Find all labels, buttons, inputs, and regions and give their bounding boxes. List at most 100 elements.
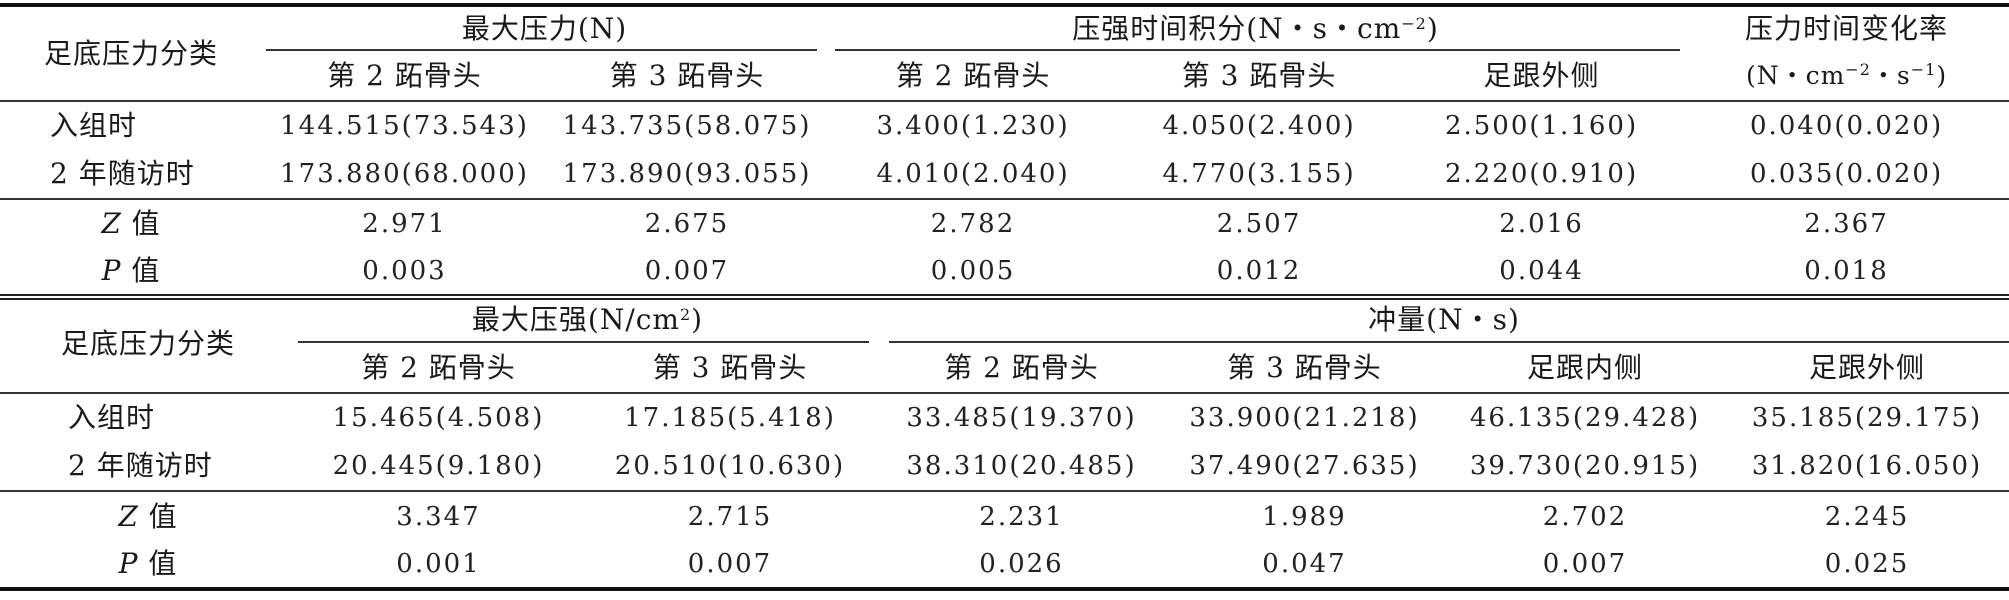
table-divider-double-rule [0,294,2009,300]
stat-symbol: Z [101,207,122,240]
table-cell: 173.890(93.055) [562,159,812,189]
subheader-cell: 第 2 跖骨头 [895,58,1051,92]
group-label-prefix: 压强时间积分(N・s・cm [1072,12,1402,45]
table-cell: 0.007 [1542,549,1628,579]
table-cell: 20.445(9.180) [332,450,545,481]
stat-suffix: 值 [121,207,161,240]
subheader-cell: 第 2 跖骨头 [361,350,516,384]
table-cell: 33.485(19.370) [906,402,1137,433]
table-cell: 0.025 [1824,549,1910,579]
table-row: Z 值 2.971 2.675 2.782 2.507 2.016 2.367 [0,199,2009,248]
subheader-cell: 第 3 跖骨头 [609,58,765,92]
table-cell: 2.231 [979,501,1064,532]
group-underline [298,341,869,343]
stat-symbol: P [118,547,139,580]
stat-symbol: Z [118,499,139,533]
subheader-cell: 第 3 跖骨头 [1227,350,1382,384]
table-cell: 0.007 [644,256,730,286]
table-cell: 2.016 [1499,209,1584,239]
rate-exponent-2: −1 [1910,60,1937,79]
table-cell: 35.185(29.175) [1751,402,1983,433]
table-cell: 0.026 [979,549,1064,579]
table-cell: 2.782 [930,209,1016,239]
table-cell: 2.220(0.910) [1444,159,1639,189]
table-cell: 39.730(20.915) [1469,450,1701,481]
subheader-cell: 第 3 跖骨头 [652,350,808,384]
category-header: 足底压力分类 [43,36,218,70]
table-cell: 2.507 [1216,209,1302,239]
table-row: 入组时 144.515(73.543) 143.735(58.075) 3.40… [0,101,2009,150]
row-label: P 值 [0,248,262,294]
table-row: 2 年随访时 20.445(9.180) 20.510(10.630) 38.3… [0,441,2009,491]
group-underline [835,49,1681,51]
row-label: P 值 [0,541,296,589]
table-cell: 4.050(2.400) [1162,111,1356,141]
table-cell: 2.971 [362,209,447,239]
group-label: 冲量(N・s) [1368,302,1520,336]
subheader-cell: 足跟外侧 [1483,58,1600,92]
stat-suffix: 值 [138,547,178,580]
subheader-cell: 第 3 跖骨头 [1181,58,1337,92]
table-cell: 4.770(3.155) [1162,159,1356,189]
group-label: 最大压力(N) [461,12,628,45]
group-header-rate-line1: 压力时间变化率 [1745,12,1949,45]
group-label-suffix: ) [691,302,704,336]
table-row: Z 值 3.347 2.715 2.231 1.989 2.702 2.245 [0,491,2009,541]
subheader-cell: 第 2 跖骨头 [944,350,1099,384]
group-header-max-pressure: 最大压强(N/cm2) [296,296,879,343]
plantar-pressure-table-bottom: 足底压力分类 最大压强(N/cm2) 冲量(N・s) 第 2 跖骨头 第 3 跖… [0,296,2009,591]
table-cell: 0.018 [1804,256,1889,286]
group-underline [889,341,2009,343]
table-cell: 3.400(1.230) [876,111,1070,141]
row-label: Z 值 [0,199,262,248]
table-cell: 1.989 [1262,501,1347,532]
table-cell: 2.367 [1804,209,1889,239]
table-cell: 0.007 [687,549,773,579]
row-label: 入组时 [50,109,138,142]
rate-suffix: ) [1936,61,1948,90]
row-label: 2 年随访时 [50,157,195,190]
table-row: 入组时 15.465(4.508) 17.185(5.418) 33.485(1… [0,393,2009,441]
group-label-exponent: −2 [1401,14,1427,33]
group-header-impulse: 冲量(N・s) [879,296,2009,343]
table-cell: 20.510(10.630) [614,450,846,481]
row-label: 2 年随访时 [68,448,213,482]
table-row: 2 年随访时 173.880(68.000) 173.890(93.055) 4… [0,150,2009,199]
subheader-cell: 足跟内侧 [1526,350,1643,384]
table-cell: 144.515(73.543) [280,111,529,141]
table-cell: 0.003 [362,256,447,286]
rate-prefix: (N・cm [1745,61,1846,90]
row-label: Z 值 [0,491,296,541]
subheader-cell: 足跟外侧 [1809,350,1926,384]
table-cell: 0.012 [1216,256,1302,286]
table-cell: 2.245 [1824,501,1910,532]
table-cell: 2.675 [644,209,730,239]
table-cell: 37.490(27.635) [1189,450,1420,481]
table-cell: 143.735(58.075) [562,111,812,141]
table-cell: 2.715 [687,501,773,532]
category-header: 足底压力分类 [60,327,235,360]
table-cell: 0.005 [930,256,1016,286]
table-cell: 46.135(29.428) [1469,402,1701,433]
table-cell: 2.702 [1542,501,1628,532]
plantar-pressure-table-top: 足底压力分类 最大压力(N) 压强时间积分(N・s・cm−2) 压力时间变化率 … [0,3,2009,294]
stat-suffix: 值 [138,499,178,533]
rate-mid: ・s [1870,61,1911,90]
table-cell: 33.900(21.218) [1189,402,1420,433]
table-cell: 3.347 [396,501,481,532]
stat-suffix: 值 [121,254,161,287]
table-cell: 31.820(16.050) [1751,450,1983,481]
stat-symbol: P [101,254,122,287]
table-cell: 173.880(68.000) [280,159,529,189]
table-cell: 38.310(20.485) [906,450,1137,481]
row-label: 入组时 [68,400,156,434]
table-cell: 2.500(1.160) [1444,111,1639,141]
rate-exponent-1: −2 [1845,60,1871,79]
table-cell: 0.035(0.020) [1749,159,1944,189]
table-cell: 0.044 [1499,256,1584,286]
group-label-exponent: 2 [679,304,692,324]
group-label-prefix: 最大压强(N/cm [471,302,680,336]
group-header-rate-line2: (N・cm−2・s−1) [1684,51,2009,101]
table-row: P 值 0.003 0.007 0.005 0.012 0.044 0.018 [0,248,2009,294]
table-cell: 0.001 [396,549,481,579]
